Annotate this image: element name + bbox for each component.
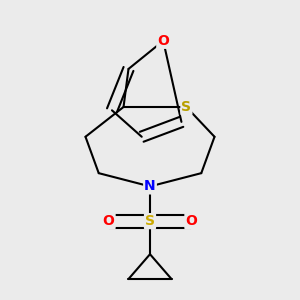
Text: S: S [145, 214, 155, 228]
Text: O: O [157, 34, 169, 48]
Text: S: S [182, 100, 191, 114]
Text: N: N [144, 179, 156, 194]
Text: O: O [103, 214, 115, 228]
Text: O: O [185, 214, 197, 228]
